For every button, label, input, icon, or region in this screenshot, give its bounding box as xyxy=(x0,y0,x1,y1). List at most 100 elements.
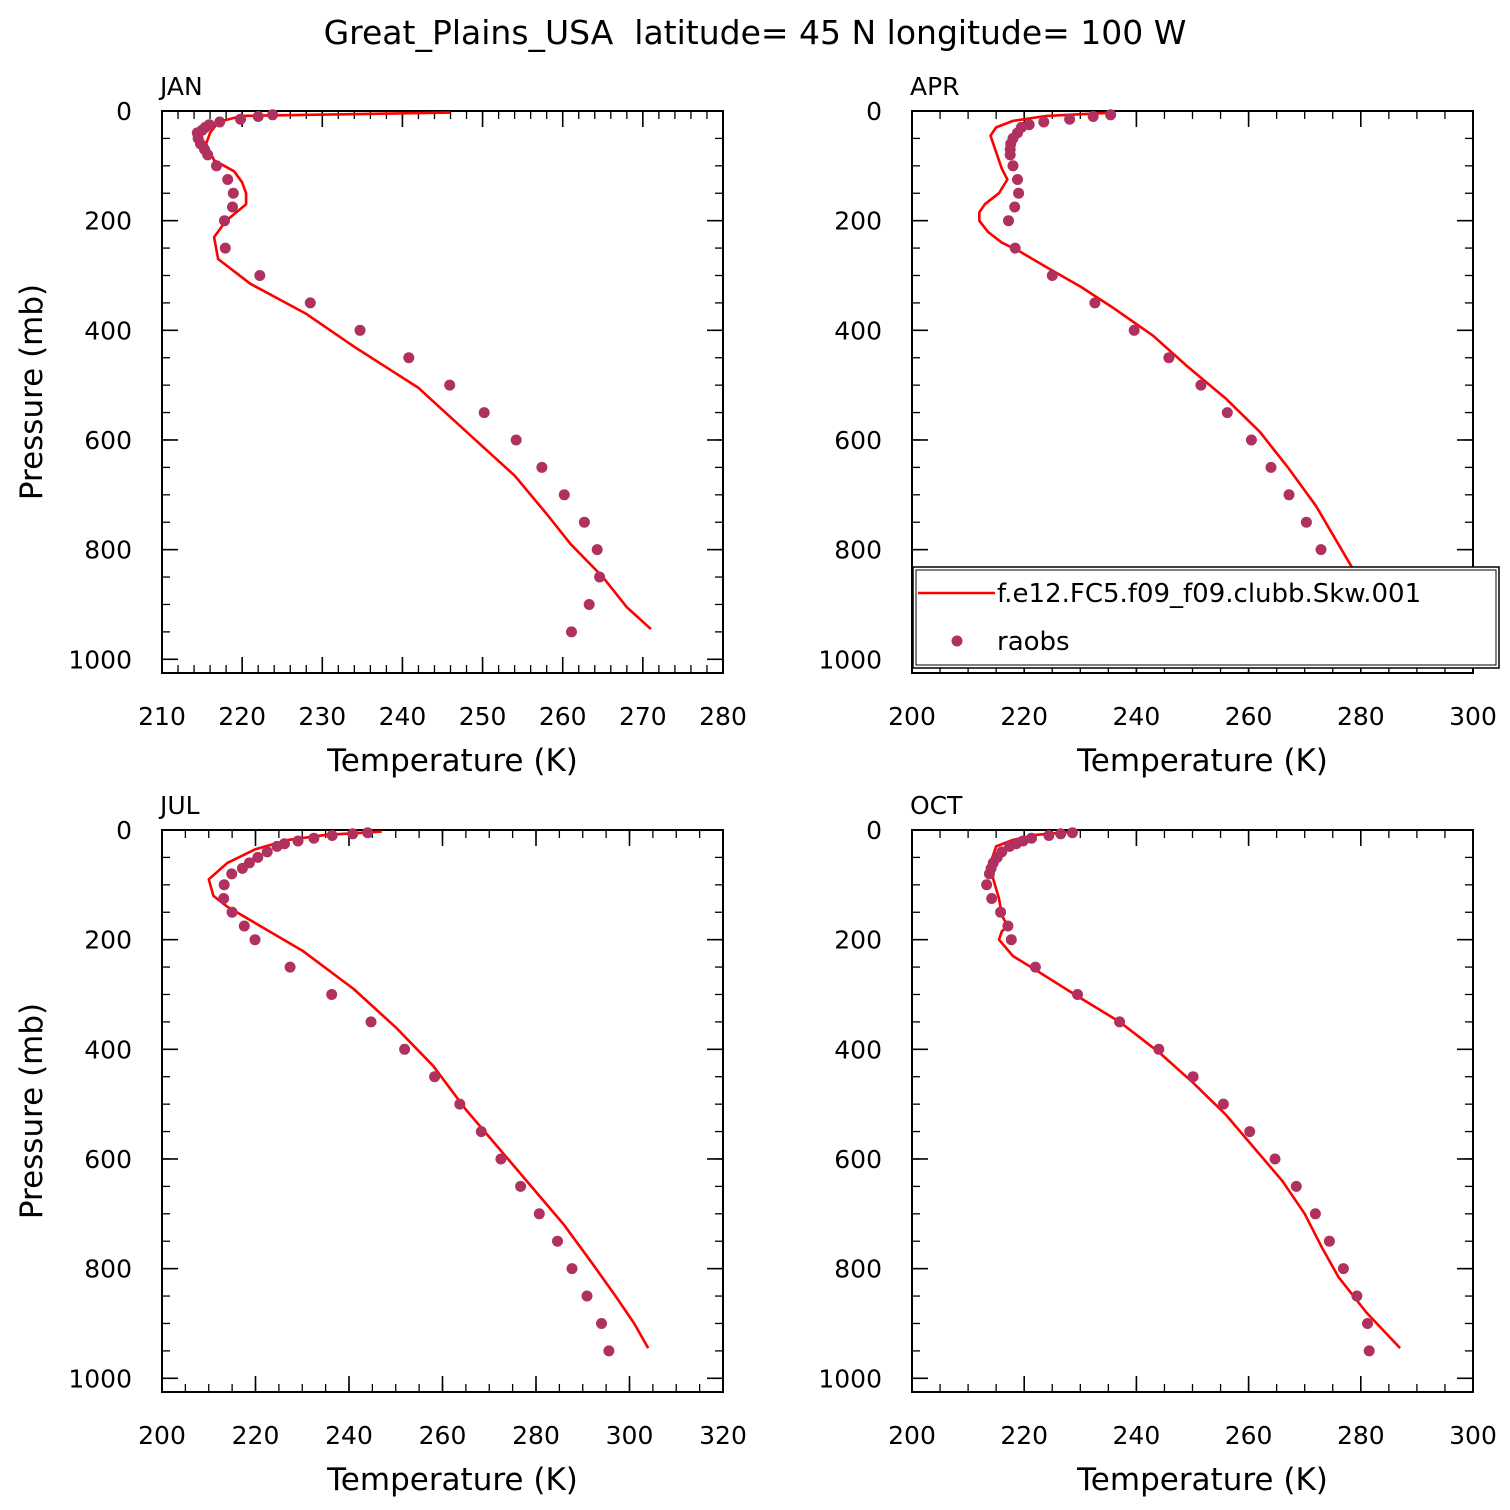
raobs-point xyxy=(1038,116,1050,128)
plot-frame xyxy=(161,110,724,674)
raobs-point xyxy=(583,599,595,610)
x-tick-label: 300 xyxy=(1449,1421,1497,1450)
x-tick-label: 220 xyxy=(232,1421,280,1450)
raobs-point xyxy=(475,1126,487,1138)
raobs-point xyxy=(1002,920,1014,932)
y-tick-label: 800 xyxy=(834,536,882,565)
raobs-point xyxy=(238,920,250,932)
raobs-point xyxy=(558,489,570,501)
raobs-point xyxy=(218,893,230,904)
raobs-point xyxy=(261,846,273,858)
x-tick-label: 280 xyxy=(699,702,747,731)
x-axis-title: Temperature (K) xyxy=(326,1462,578,1498)
raobs-point xyxy=(1245,434,1257,446)
y-tick-label: 800 xyxy=(84,536,132,565)
raobs-point xyxy=(235,113,246,125)
x-tick-label: 250 xyxy=(459,702,507,731)
x-tick-label: 220 xyxy=(1000,702,1048,731)
raobs-point xyxy=(581,1290,593,1302)
y-tick-label: 600 xyxy=(834,1145,882,1174)
y-tick-label: 200 xyxy=(834,207,882,236)
raobs-point xyxy=(1337,1263,1349,1275)
raobs-point xyxy=(510,434,522,446)
raobs-point xyxy=(1089,297,1101,309)
raobs-point xyxy=(1046,270,1058,281)
raobs-point xyxy=(1362,1318,1373,1329)
raobs-point xyxy=(1009,201,1021,213)
raobs-point xyxy=(1187,1071,1199,1083)
model-line xyxy=(978,111,1402,630)
x-tick-label: 240 xyxy=(1113,1421,1161,1450)
legend-model-label: f.e12.FC5.f09_f09.clubb.Skw.001 xyxy=(997,579,1421,609)
legend-obs-label: raobs xyxy=(997,627,1070,657)
y-tick-label: 800 xyxy=(84,1255,132,1284)
raobs-point xyxy=(596,1318,607,1329)
y-axis-title: Pressure (mb) xyxy=(14,1003,50,1219)
y-tick-label: 600 xyxy=(84,426,132,455)
x-tick-label: 210 xyxy=(138,702,186,731)
model-line xyxy=(207,830,650,1349)
y-tick-label: 1000 xyxy=(68,1364,132,1393)
raobs-point xyxy=(536,461,548,473)
raobs-point xyxy=(219,242,231,254)
raobs-point xyxy=(1283,489,1295,501)
x-tick-label: 280 xyxy=(1337,702,1385,731)
panel-jan: JAN 210 220 230 240 250 260 270 280 0 200 400 600 80… xyxy=(14,72,747,779)
raobs-point xyxy=(1244,1126,1256,1138)
raobs-point xyxy=(478,407,490,419)
y-tick-label: 800 xyxy=(834,1255,882,1284)
raobs-point xyxy=(1087,111,1099,122)
raobs-point xyxy=(214,116,226,128)
raobs-point xyxy=(1300,516,1312,528)
raobs-point xyxy=(219,215,230,227)
raobs-point xyxy=(1309,1208,1321,1220)
x-tick-label: 200 xyxy=(138,1421,186,1450)
panel-apr: APR 200 220 240 260 280 300 0 200 400 600 800 1000 T… xyxy=(818,72,1496,779)
raobs-point xyxy=(454,1098,466,1110)
panel-label-apr: APR xyxy=(910,72,960,101)
plot-frame xyxy=(161,829,724,1393)
raobs-point xyxy=(284,961,296,973)
x-tick-label: 260 xyxy=(1225,702,1273,731)
raobs-point xyxy=(211,160,222,172)
raobs-point xyxy=(267,109,279,121)
x-tick-label: 260 xyxy=(419,1421,467,1450)
raobs-point xyxy=(995,906,1007,918)
raobs-point xyxy=(566,1263,578,1275)
x-axis-title: Temperature (K) xyxy=(1076,1462,1328,1498)
raobs-point xyxy=(1009,242,1021,254)
raobs-point xyxy=(1105,109,1117,121)
raobs-point xyxy=(552,1235,563,1247)
x-tick-label: 260 xyxy=(1225,1421,1273,1450)
raobs-point xyxy=(271,840,283,852)
raobs-point xyxy=(226,906,238,918)
y-tick-label: 400 xyxy=(84,316,132,345)
raobs-point xyxy=(326,830,338,841)
raobs-point xyxy=(308,832,320,844)
x-tick-label: 320 xyxy=(699,1421,747,1450)
y-tick-label: 200 xyxy=(834,926,882,955)
y-tick-label: 600 xyxy=(834,426,882,455)
y-tick-label: 600 xyxy=(84,1145,132,1174)
x-tick-label: 300 xyxy=(606,1421,654,1450)
x-axis-title: Temperature (K) xyxy=(1076,743,1328,779)
legend-box-outer xyxy=(912,566,1500,669)
raobs-point xyxy=(354,324,366,336)
y-tick-label: 0 xyxy=(116,97,132,126)
y-tick-label: 0 xyxy=(866,97,882,126)
raobs-point xyxy=(594,571,606,583)
raobs-point xyxy=(252,851,264,863)
raobs-point xyxy=(1012,174,1023,185)
raobs-point xyxy=(1072,989,1083,1000)
x-tick-label: 220 xyxy=(1000,1421,1048,1450)
raobs-point xyxy=(399,1043,411,1055)
raobs-point xyxy=(1005,934,1017,946)
raobs-point xyxy=(1290,1180,1302,1192)
legend-box-inner xyxy=(915,569,1497,666)
x-tick-label: 220 xyxy=(218,702,266,731)
raobs-point xyxy=(1195,379,1207,391)
raobs-point xyxy=(362,827,374,839)
y-axis-title: Pressure (mb) xyxy=(14,284,50,500)
panel-label-jan: JAN xyxy=(158,72,203,101)
figure-title: Great_Plains_USA latitude= 45 N longitud… xyxy=(324,13,1187,52)
